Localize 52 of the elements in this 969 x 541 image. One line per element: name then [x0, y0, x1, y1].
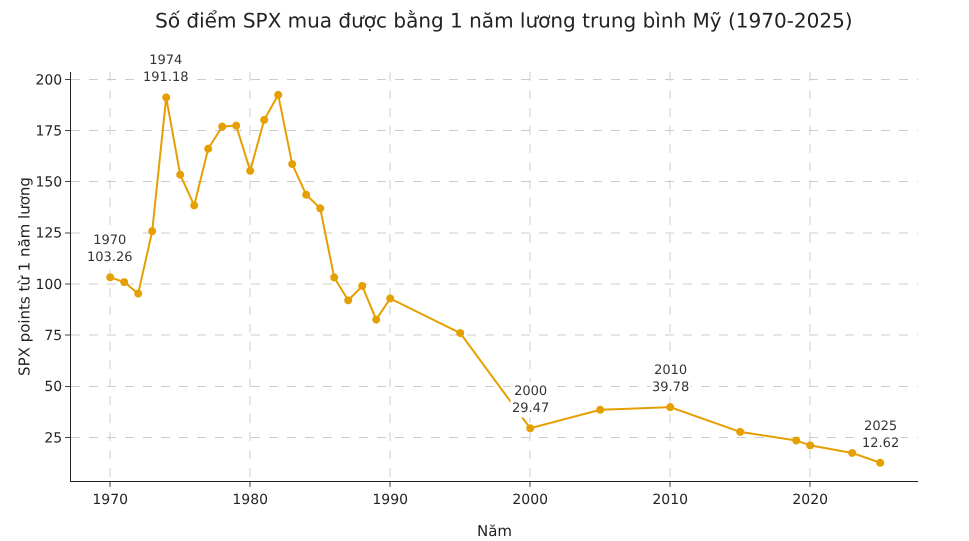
y-axis-title: SPX points từ 1 năm lương — [15, 177, 34, 376]
point — [246, 166, 254, 175]
point — [190, 201, 198, 210]
point — [596, 406, 604, 414]
point — [736, 428, 744, 436]
y-tick-label: 200 — [35, 72, 62, 88]
point — [232, 122, 240, 130]
y-tick-label: 25 — [44, 430, 62, 446]
y-tick-label: 150 — [35, 174, 62, 191]
point — [344, 296, 352, 304]
y-tick-label: 175 — [35, 123, 62, 140]
point — [666, 403, 674, 412]
point — [260, 116, 268, 124]
x-axis-title: Năm — [476, 522, 512, 540]
annotation: 1970 103.26 — [87, 233, 132, 265]
point — [372, 316, 380, 324]
point — [526, 424, 534, 432]
point — [106, 273, 114, 282]
y-tick-label: 125 — [35, 226, 62, 242]
point — [806, 441, 814, 450]
y-tick-label: 50 — [44, 379, 62, 396]
point — [848, 448, 856, 457]
point — [316, 204, 324, 212]
point — [302, 190, 310, 199]
point — [134, 290, 142, 298]
point — [330, 273, 338, 282]
point — [218, 122, 226, 131]
y-tick-label: 75 — [44, 328, 62, 344]
point — [288, 160, 296, 168]
point — [456, 329, 464, 338]
y-tick-label: 100 — [35, 276, 62, 293]
annotation: 1974 191.18 — [143, 53, 188, 85]
x-tick-label: 1980 — [232, 492, 268, 508]
x-tick-label: 2000 — [512, 492, 548, 508]
point — [204, 144, 212, 153]
point — [176, 170, 184, 179]
point — [120, 278, 128, 286]
point — [358, 282, 366, 290]
annotation: 2010 39.78 — [652, 363, 690, 395]
x-tick-label: 2020 — [792, 492, 828, 508]
point — [274, 90, 282, 99]
point — [148, 227, 156, 236]
annotation: 2000 29.47 — [512, 384, 550, 416]
x-tick-label: 1970 — [92, 492, 128, 508]
x-tick-label: 1990 — [372, 492, 408, 508]
point — [792, 436, 800, 444]
point — [876, 458, 884, 467]
x-tick-label: 2010 — [652, 492, 688, 508]
annotation: 2025 12.62 — [862, 419, 900, 451]
point — [386, 294, 394, 302]
chart-title: Số điểm SPX mua được bằng 1 năm lương trung bình Mỹ (1970-2025) — [155, 8, 853, 33]
point — [162, 93, 170, 102]
